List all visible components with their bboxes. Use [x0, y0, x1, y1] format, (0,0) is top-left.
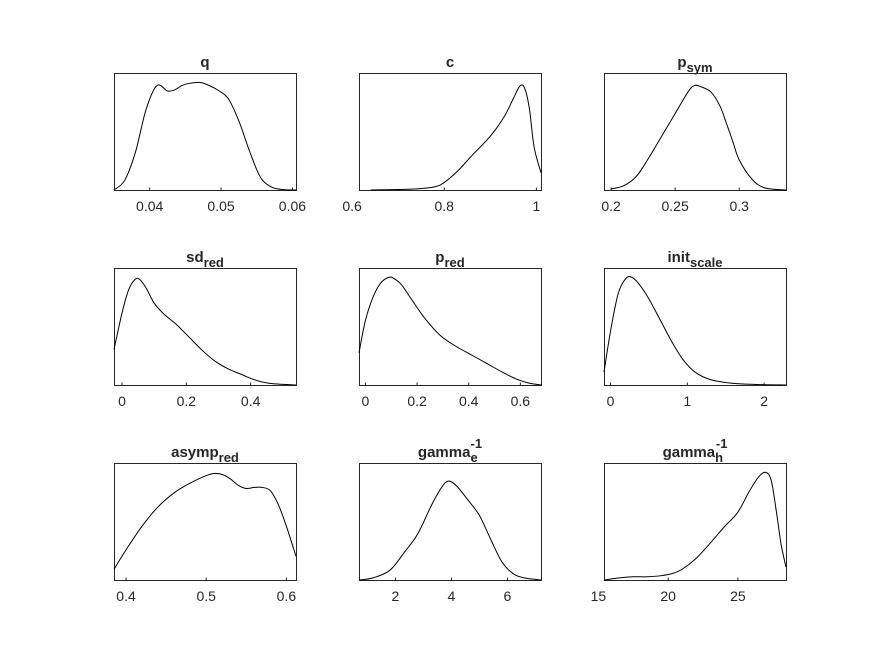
- density-curve: [370, 84, 542, 191]
- x-tick-label: 0: [118, 393, 126, 409]
- x-tick-label: 2: [392, 588, 400, 604]
- x-tick-label: 0: [607, 393, 615, 409]
- subplot-3: 0.2 0.25 0.3 psym: [601, 54, 787, 214]
- density-curve: [610, 84, 787, 191]
- density-curve: [113, 81, 297, 191]
- x-tick-label: 0.4: [459, 393, 479, 409]
- x-tick-label: 0.5: [196, 588, 216, 604]
- x-tick-label: 1: [532, 198, 540, 214]
- title-main: c: [446, 54, 454, 71]
- axes-box: [359, 463, 542, 581]
- subplot-title: gammae-1: [418, 436, 482, 465]
- x-tick-label: 0.6: [277, 588, 297, 604]
- x-tick-label: 0.4: [241, 393, 261, 409]
- title-main: p: [435, 249, 444, 266]
- subplot-title: c: [446, 54, 454, 71]
- x-tick-label: 0.8: [435, 198, 455, 214]
- axes-box: [604, 463, 787, 581]
- axes-box: [114, 268, 297, 386]
- density-curve: [358, 276, 542, 386]
- axes-box: [114, 73, 297, 191]
- density-curve: [358, 480, 542, 581]
- x-tick-label: 0.2: [601, 198, 621, 214]
- title-subscript: scale: [690, 255, 723, 270]
- subplot-title: asympred: [171, 444, 239, 465]
- subplot-4: 0 0.2 0.4 sdred: [113, 249, 297, 409]
- subplot-title: pred: [435, 249, 464, 270]
- title-subscript: red: [444, 255, 464, 270]
- x-tick-label: 15: [591, 588, 607, 604]
- title-main: gamma: [418, 444, 471, 461]
- subplot-8: 2 4 6 gammae-1: [358, 436, 542, 604]
- title-subscript: e: [470, 450, 477, 465]
- title-main: init: [667, 249, 690, 266]
- subplot-title: q: [200, 54, 209, 71]
- title-main: sd: [186, 249, 204, 266]
- subplot-7: 0.4 0.5 0.6 asympred: [113, 444, 297, 604]
- x-tick-label: 0.06: [279, 198, 306, 214]
- x-tick-label: 0: [362, 393, 370, 409]
- x-tick-label: 0.25: [662, 198, 689, 214]
- axes-box: [114, 463, 297, 581]
- x-tick-label: 0.6: [342, 198, 362, 214]
- axes-box: [604, 73, 787, 191]
- title-main: q: [200, 54, 209, 71]
- x-tick-label: 6: [504, 588, 512, 604]
- axes-box: [604, 268, 787, 386]
- axes-box: [359, 268, 542, 386]
- x-tick-label: 0.04: [136, 198, 163, 214]
- axes-box: [359, 73, 542, 191]
- title-subscript: h: [715, 450, 723, 465]
- x-tick-label: 0.4: [116, 588, 136, 604]
- x-tick-label: 20: [660, 588, 676, 604]
- x-tick-label: 25: [730, 588, 746, 604]
- x-tick-label: 1: [683, 393, 691, 409]
- x-tick-label: 0.05: [207, 198, 234, 214]
- density-curve: [113, 277, 297, 386]
- x-tick-label: 4: [448, 588, 456, 604]
- title-subscript: red: [219, 450, 239, 465]
- subplot-title: sdred: [186, 249, 224, 270]
- title-subscript: sym: [687, 60, 713, 75]
- density-curve: [603, 275, 787, 386]
- x-tick-label: 0.2: [177, 393, 197, 409]
- x-tick-label: 0.2: [407, 393, 427, 409]
- title-main: p: [677, 54, 686, 71]
- density-curve: [113, 472, 297, 570]
- x-tick-label: 0.6: [511, 393, 531, 409]
- subplot-1: 0.04 0.05 0.06 q: [113, 54, 306, 214]
- title-subscript: red: [204, 255, 224, 270]
- title-main: gamma: [663, 444, 716, 461]
- subplot-title: psym: [677, 54, 712, 75]
- subplot-title: gammah-1: [663, 436, 728, 465]
- subplot-5: 0 0.2 0.4 0.6 pred: [358, 249, 542, 409]
- title-superscript: -1: [471, 436, 483, 451]
- density-curve: [603, 471, 787, 581]
- subplot-6: 0 1 2 initscale: [603, 249, 787, 409]
- x-tick-label: 2: [760, 393, 768, 409]
- title-main: asymp: [171, 444, 219, 461]
- title-superscript: -1: [716, 436, 728, 451]
- subplot-2: 0.6 0.8 1 c: [342, 54, 542, 214]
- subplot-9: 15 20 25 gammah-1: [591, 436, 787, 604]
- subplot-title: initscale: [667, 249, 722, 270]
- x-tick-label: 0.3: [729, 198, 749, 214]
